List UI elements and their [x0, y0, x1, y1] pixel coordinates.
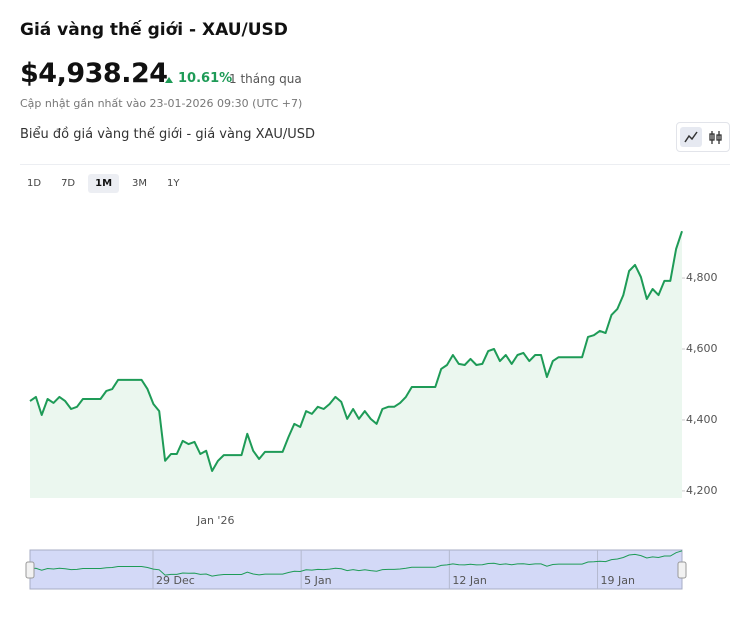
toggle-icons [680, 127, 722, 147]
price: $4,938.24 [20, 58, 168, 89]
navigator-handle[interactable] [677, 561, 687, 579]
page-title: Giá vàng thế giới - XAU/USD [20, 20, 288, 40]
navigator-label: 12 Jan [452, 574, 486, 587]
range-button[interactable]: 1Y [167, 178, 180, 189]
change-period: 1 tháng qua [229, 72, 302, 86]
y-tick-label: 4,400 [686, 413, 718, 426]
navigator-label: 29 Dec [156, 574, 195, 587]
y-tick-label: 4,800 [686, 271, 718, 284]
range-button[interactable]: 3M [132, 178, 148, 189]
y-tick-label: 4,600 [686, 342, 718, 355]
x-tick-label: Jan '26 [196, 514, 234, 527]
up-arrow [165, 77, 173, 83]
y-tick-label: 4,200 [686, 484, 718, 497]
navigator-label: 19 Jan [601, 574, 635, 587]
price-line [29, 230, 683, 472]
divider [20, 164, 730, 165]
range-button[interactable]: 1M [88, 174, 120, 193]
area [30, 231, 682, 498]
range-buttons: 1D 7D 1M 3M 1Y [20, 174, 187, 193]
navigator-line [29, 550, 683, 577]
range-button[interactable]: 7D [61, 178, 76, 189]
navigator-label: 5 Jan [304, 574, 331, 587]
chart-heading: Biểu đồ giá vàng thế giới - giá vàng XAU… [20, 127, 316, 142]
navigator [29, 549, 683, 590]
chart-type-toggle [676, 122, 730, 152]
price-change: 10.61% [178, 71, 233, 86]
update-time: Cập nhật gần nhất vào 23-01-2026 09:30 (… [20, 97, 303, 110]
candle-mode-button[interactable] [709, 131, 722, 144]
range-button[interactable]: 1D [27, 178, 42, 189]
navigator-handle[interactable] [25, 561, 35, 579]
